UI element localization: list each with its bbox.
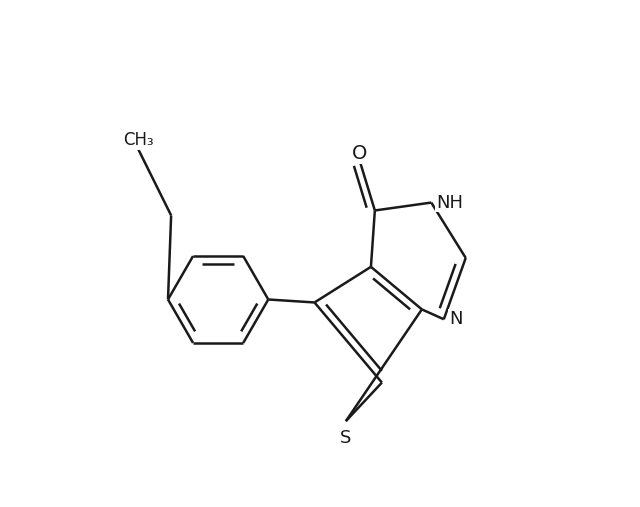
Text: O: O: [351, 143, 367, 163]
Text: N: N: [449, 310, 462, 328]
Text: S: S: [340, 428, 351, 447]
Text: CH₃: CH₃: [123, 131, 154, 149]
Text: NH: NH: [436, 194, 463, 211]
